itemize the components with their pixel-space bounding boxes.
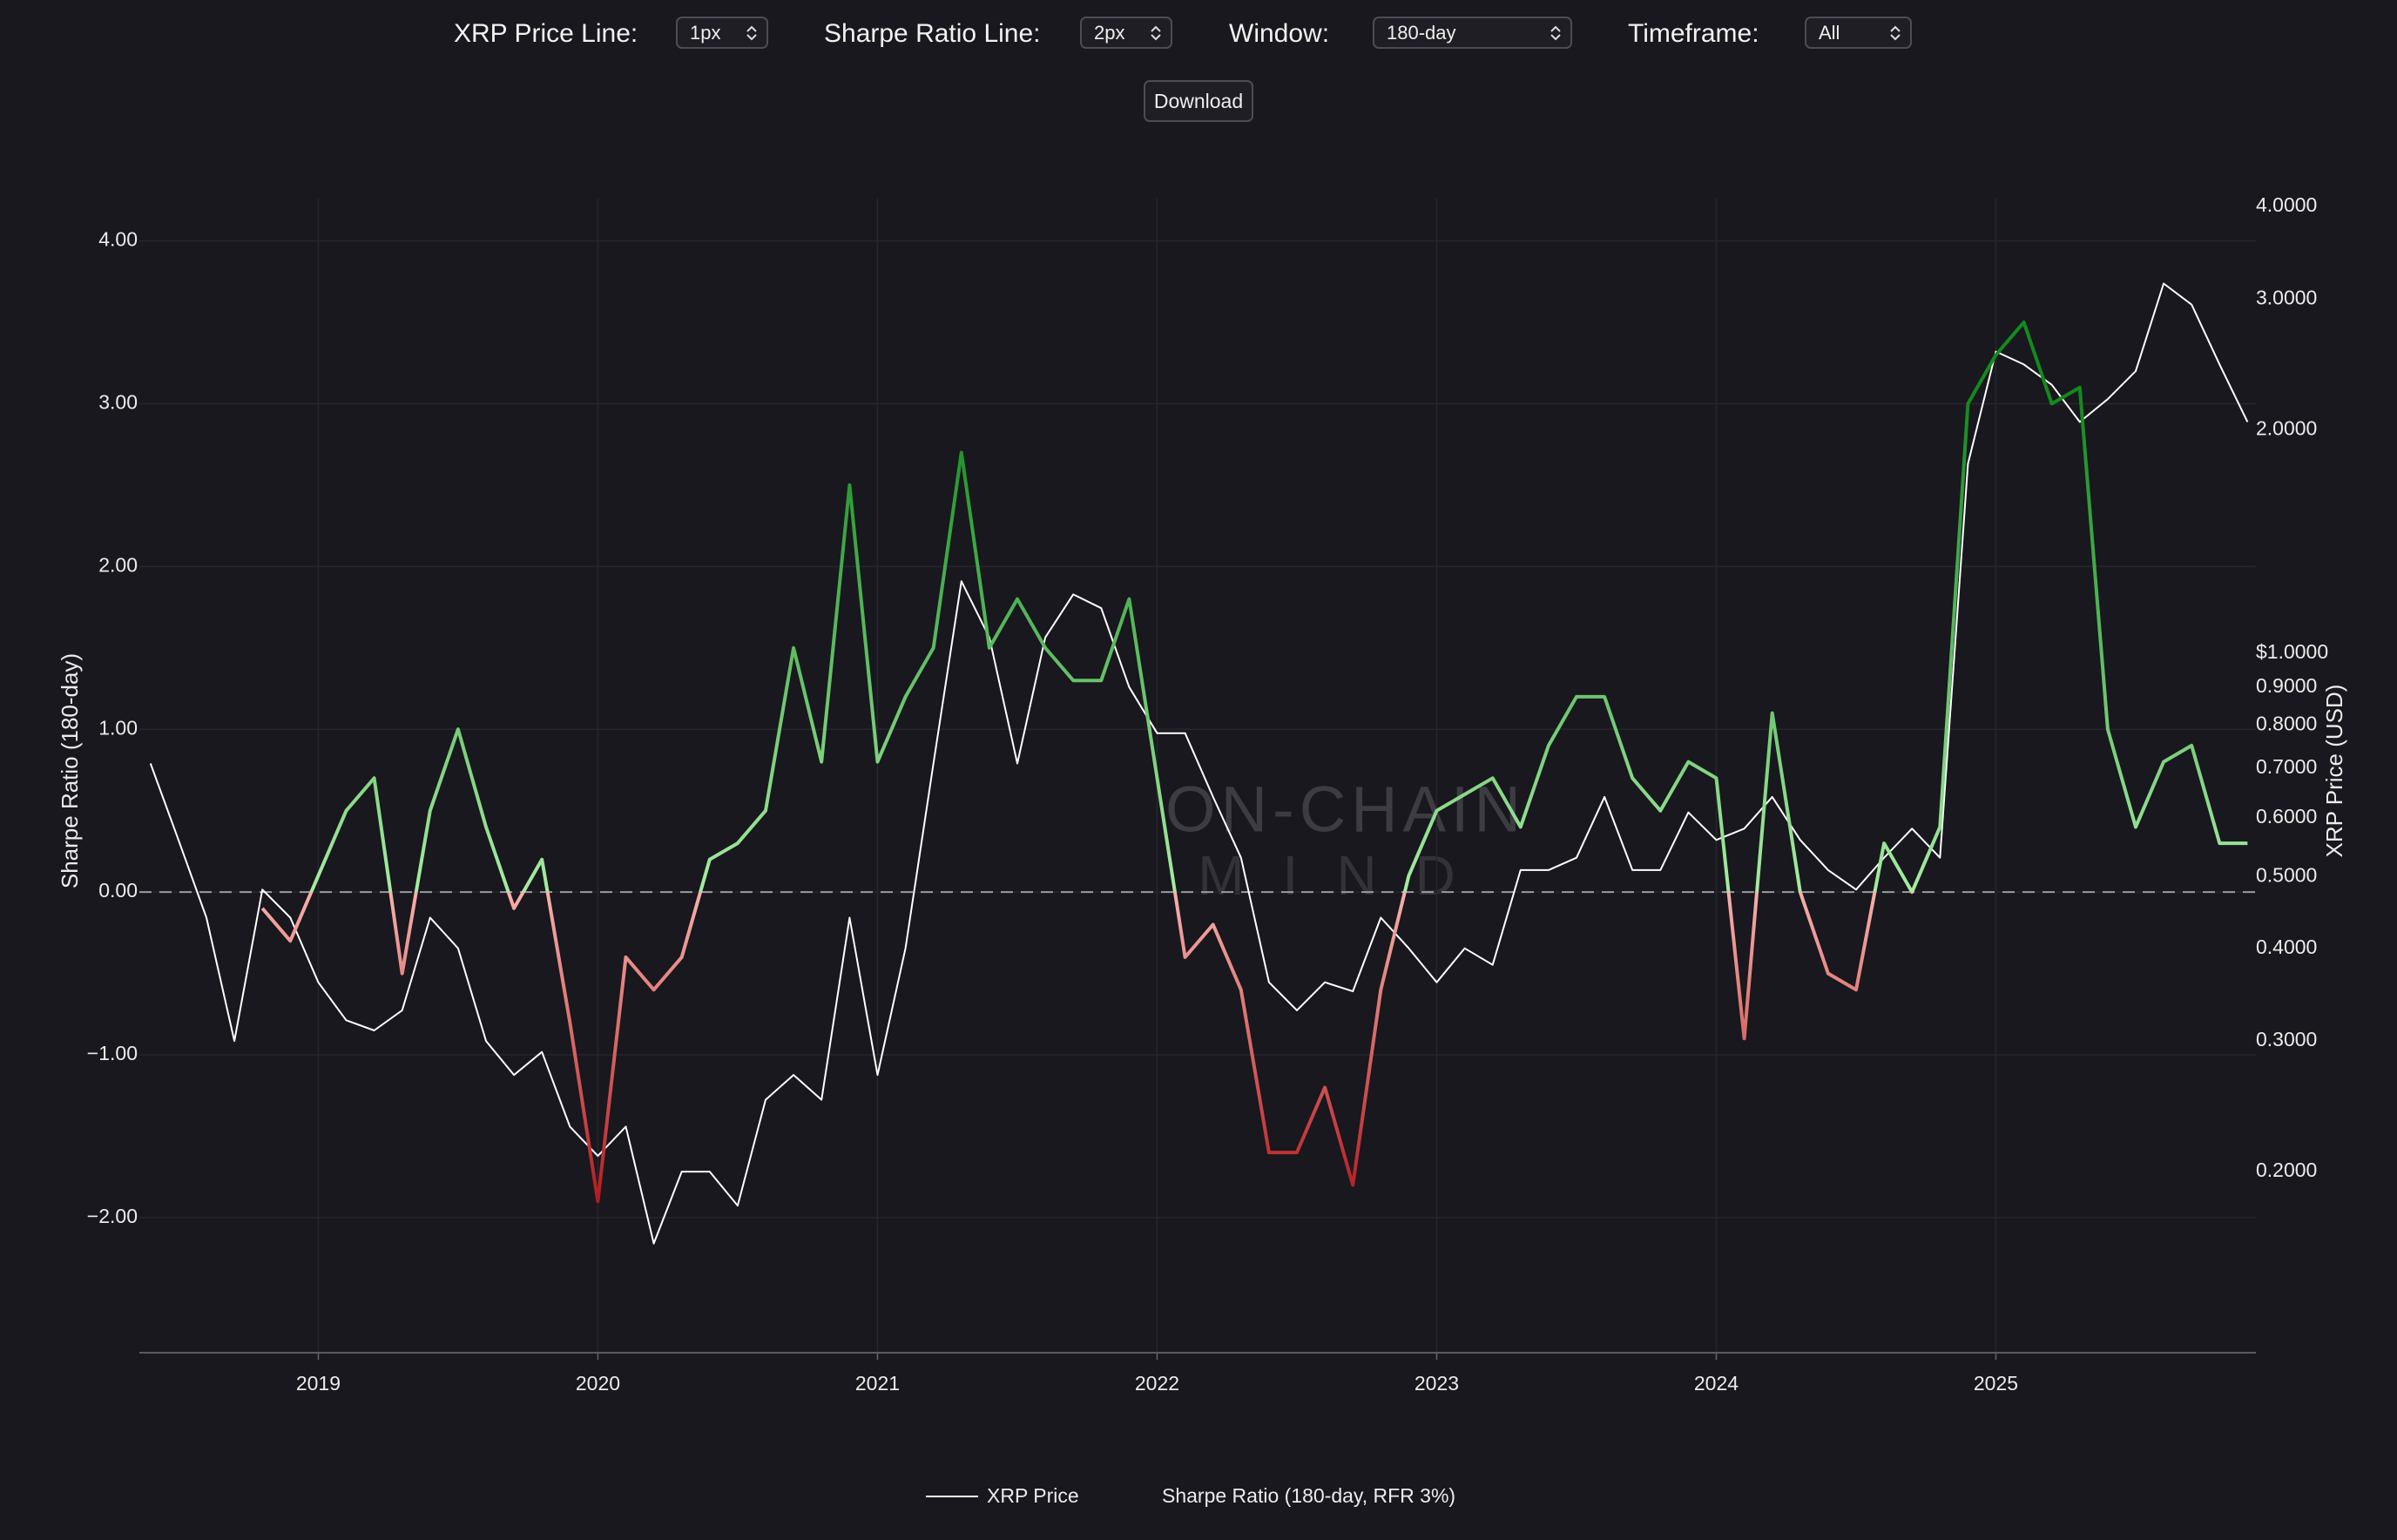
y-tick-label: 2.00: [98, 553, 138, 576]
x-tick-label: 2020: [576, 1372, 620, 1395]
y2-tick-label: $1.0000: [2256, 640, 2328, 663]
y-tick-label: −1.00: [87, 1042, 138, 1064]
legend-label: Sharpe Ratio (180-day, RFR 3%): [1162, 1484, 1455, 1507]
y2-tick-label: 0.5000: [2256, 863, 2317, 886]
control-label: Timeframe:: [1628, 19, 1759, 48]
select[interactable]: 2px: [1080, 17, 1172, 49]
y-tick-label: 4.00: [98, 228, 138, 251]
y-tick-label: 3.00: [98, 391, 138, 414]
chevron-icon: [746, 25, 757, 41]
chevron-icon: [1151, 25, 1161, 41]
select[interactable]: 1px: [676, 17, 768, 49]
watermark: MIND: [1198, 844, 1494, 907]
y-tick-label: 1.00: [98, 716, 138, 739]
y2-tick-label: 0.9000: [2256, 674, 2317, 697]
x-tick-label: 2021: [855, 1372, 900, 1395]
chevron: [746, 25, 757, 41]
control-label: Window:: [1229, 19, 1330, 48]
y-axis-title: Sharpe Ratio (180-day): [57, 653, 83, 888]
y2-tick-label: 0.7000: [2256, 755, 2317, 778]
download-button[interactable]: Download: [1144, 80, 1253, 122]
chevron: [1151, 25, 1161, 41]
chevron: [1890, 25, 1901, 41]
x-tick-label: 2025: [1974, 1372, 2018, 1395]
y2-tick-label: 4.0000: [2256, 193, 2317, 216]
y2-axis-title: XRP Price (USD): [2321, 685, 2347, 858]
chevron-icon: [1550, 25, 1561, 41]
select-value: 2px: [1094, 22, 1125, 44]
control-label: XRP Price Line:: [454, 19, 638, 48]
x-tick-label: 2022: [1135, 1372, 1179, 1395]
series-line: [149, 282, 2249, 1245]
x-tick-label: 2019: [296, 1372, 341, 1395]
y2-tick-label: 0.2000: [2256, 1158, 2317, 1181]
x-tick-label: 2023: [1415, 1372, 1459, 1395]
y2-tick-label: 0.3000: [2256, 1028, 2317, 1050]
watermark: ON-CHAIN: [1165, 773, 1526, 846]
chevron: [1550, 25, 1561, 41]
select-value: 180-day: [1387, 22, 1456, 44]
y2-tick-label: 3.0000: [2256, 287, 2317, 309]
chevron-icon: [1890, 25, 1901, 41]
x-tick-label: 2024: [1694, 1372, 1739, 1395]
select-value: All: [1819, 22, 1840, 44]
select[interactable]: All: [1805, 17, 1912, 49]
y2-tick-label: 0.4000: [2256, 935, 2317, 958]
y2-tick-label: 0.6000: [2256, 805, 2317, 827]
y2-tick-label: 2.0000: [2256, 417, 2317, 440]
select-value: 1px: [690, 22, 721, 44]
series-line: [260, 321, 2248, 1204]
legend-label: XRP Price: [987, 1484, 1079, 1507]
select[interactable]: 180-day: [1373, 17, 1572, 49]
y-tick-label: 0.00: [98, 879, 138, 902]
control-label: Sharpe Ratio Line:: [824, 19, 1041, 48]
y2-tick-label: 0.8000: [2256, 712, 2317, 734]
y-tick-label: −2.00: [87, 1205, 138, 1227]
